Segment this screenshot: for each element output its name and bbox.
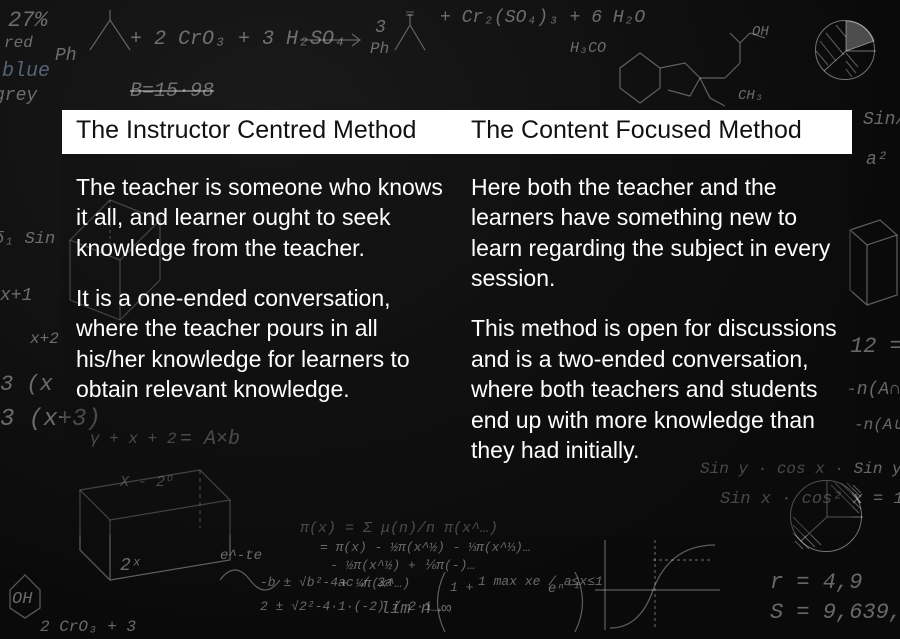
chalk-text: Ph: [370, 40, 389, 58]
chalk-text: H₃CO: [570, 40, 606, 57]
chalk-text: CH₃: [738, 88, 763, 104]
chalk-text: grey: [0, 86, 37, 106]
chalk-text: red: [4, 34, 33, 52]
chalk-text: 3 (x: [0, 372, 53, 397]
chalk-text: blue: [2, 60, 50, 83]
arrow-doodle: [300, 30, 370, 50]
chalk-text: + ¼π(x^…): [340, 576, 410, 591]
graph-doodle: [595, 540, 725, 635]
body-paragraph: Here both the teacher and the learners h…: [471, 172, 838, 293]
chalk-text: -n(A∪B): [854, 414, 900, 434]
chalk-text: 12 = 60: [850, 334, 900, 359]
chalk-text: B=15·98: [130, 80, 214, 103]
chalk-text: x+2: [30, 330, 59, 348]
chalk-text: δ₁ Sin: [0, 230, 55, 249]
cube-doodle: [845, 200, 900, 320]
chalk-text: = π(x) - ½π(x^½) - ⅓π(x^⅓)…: [320, 540, 531, 555]
table-body: The teacher is someone who knows it all,…: [62, 154, 852, 485]
comparison-table: The Instructor Centred Method The Conten…: [62, 110, 852, 535]
chalk-text: 2ˣ: [120, 556, 142, 576]
column-header-content: The Content Focused Method: [457, 110, 852, 154]
chalk-text: S = 9,639,1: [770, 600, 900, 625]
molecule-doodle: [390, 10, 430, 55]
chalk-text: 27%: [8, 8, 48, 33]
chalk-text: 2 CrO₃ + 3: [40, 618, 136, 636]
chalk-text: a²: [866, 150, 888, 170]
body-paragraph: The teacher is someone who knows it all,…: [76, 172, 443, 263]
body-paragraph: This method is open for discussions and …: [471, 313, 838, 465]
column-body-content: Here both the teacher and the learners h…: [457, 172, 852, 485]
chalk-text: Sin/9: [863, 110, 900, 130]
table-header-row: The Instructor Centred Method The Conten…: [62, 110, 852, 154]
chalk-text: - ½π(x^½) + ⅙π(-)…: [330, 558, 475, 573]
pie-doodle: [815, 20, 875, 80]
molecule-doodle: [0, 560, 60, 620]
chalk-text: OH: [752, 24, 769, 40]
chalk-text: Ph: [55, 46, 77, 66]
column-body-instructor: The teacher is someone who knows it all,…: [62, 172, 457, 485]
chalk-text: r = 4,9: [770, 570, 862, 595]
chalk-text: 3: [375, 18, 386, 38]
chalk-text: -n(A∩B): [846, 380, 900, 400]
column-header-instructor: The Instructor Centred Method: [62, 110, 457, 154]
body-paragraph: It is a one-ended conversation, where th…: [76, 283, 443, 404]
chalk-text: x+1: [0, 286, 32, 306]
chalk-text: 1 +: [450, 580, 473, 595]
